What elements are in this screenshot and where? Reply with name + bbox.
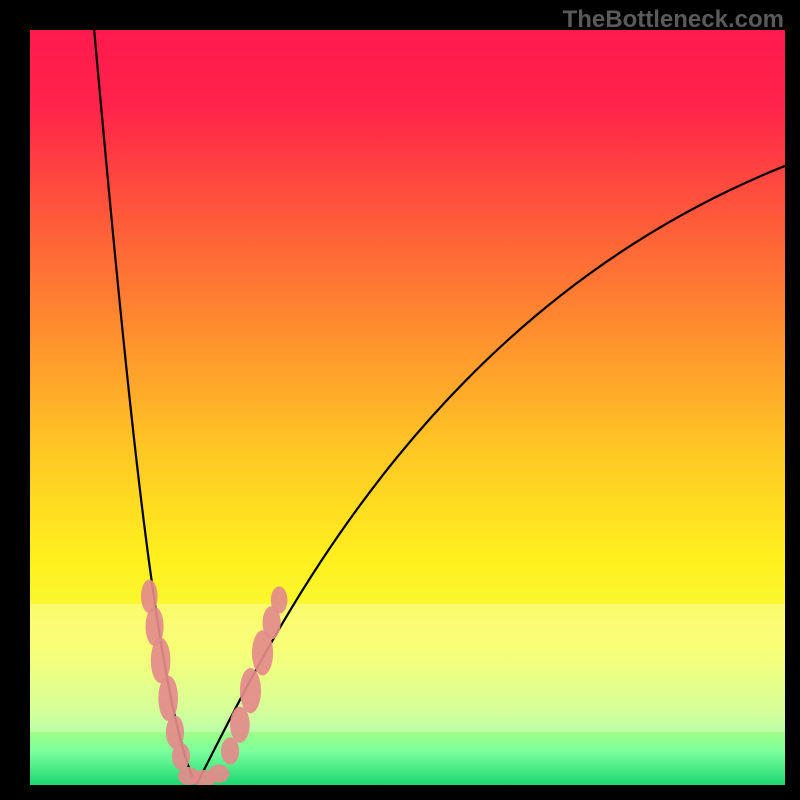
watermark-text: TheBottleneck.com: [563, 6, 784, 34]
pale-band: [30, 604, 785, 732]
chart-container: TheBottleneck.com: [0, 0, 800, 800]
marker: [271, 586, 288, 613]
chart-svg: [30, 30, 785, 785]
marker: [172, 743, 190, 770]
marker: [158, 676, 178, 721]
marker: [240, 668, 261, 713]
plot-area: [30, 30, 785, 785]
marker: [230, 706, 250, 742]
marker: [208, 765, 229, 783]
